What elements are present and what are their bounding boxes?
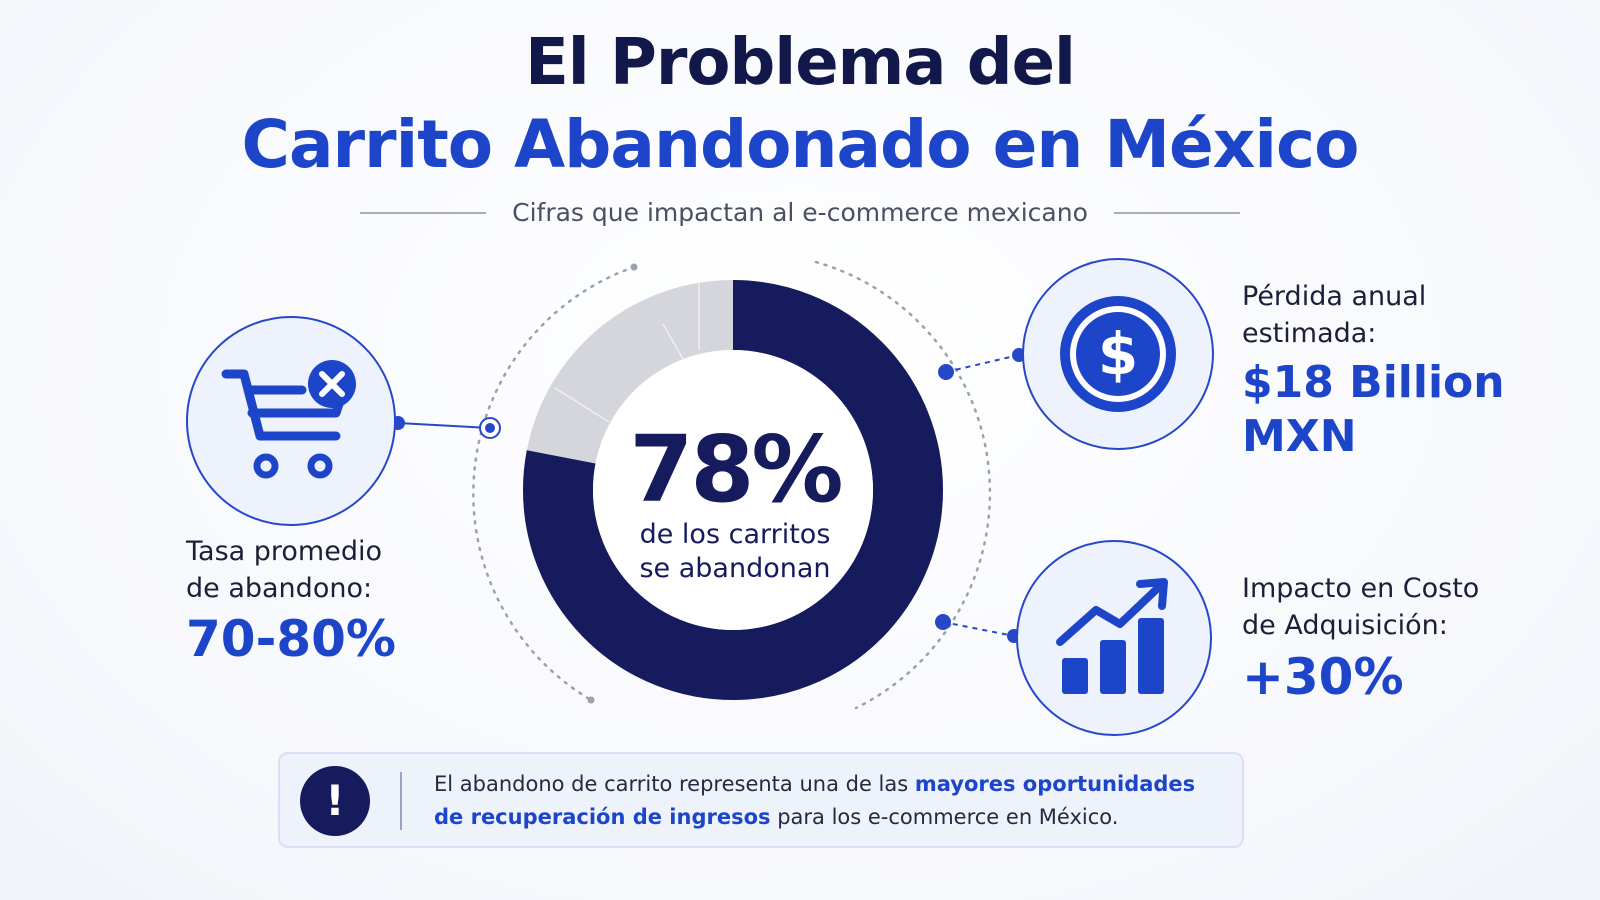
right-top-stat-label: Pérdida anual estimada: (1242, 278, 1426, 352)
dollar-coin-icon: $ (1060, 296, 1176, 412)
subtitle-row: Cifras que impactan al e-commerce mexica… (360, 198, 1240, 227)
dotted-arc-left (472, 265, 636, 702)
left-connector (397, 422, 491, 429)
callout-divider (400, 772, 402, 830)
right-top-stat-label-line-2: estimada: (1242, 318, 1377, 349)
center-caption-line-2: se abandonan (639, 553, 831, 584)
right-top-stat-label-line-1: Pérdida anual (1242, 281, 1427, 312)
left-stat-label: Tasa promedio de abandono: (186, 533, 382, 607)
donut-abandoned-segment (523, 280, 943, 700)
cart-x-icon (221, 360, 356, 479)
center-caption-line-1: de los carritos (639, 519, 831, 550)
title-line-1: El Problema del (525, 26, 1076, 100)
right-top-stat-value-line-1: $18 Billion (1242, 357, 1505, 408)
left-stat-value: 70-80% (186, 610, 397, 668)
right-top-connector (945, 354, 1020, 373)
right-bottom-stat-label-line-2: de Adquisición: (1242, 610, 1448, 641)
growth-chart-icon (1056, 578, 1168, 694)
subtitle-left-rule (360, 211, 487, 214)
callout-text-highlight: mayores oportunidades de recuperación de… (434, 772, 1196, 829)
right-bottom-stat-label-line-1: Impacto en Costo (1242, 573, 1480, 604)
callout-text-part-2: para los e-commerce en México. (770, 805, 1119, 829)
abandonment-donut (523, 280, 943, 700)
cart-circle (186, 316, 396, 526)
callout-text-part-1: El abandono de carrito representa una de… (434, 772, 915, 796)
left-stat-label-line-1: Tasa promedio (186, 536, 383, 567)
exclamation-icon: ! (300, 766, 370, 836)
growth-circle (1016, 540, 1212, 736)
center-percent: 78% (629, 416, 843, 523)
right-bottom-stat-label: Impacto en Costo de Adquisición: (1242, 570, 1479, 644)
title-line-2: Carrito Abandonado en México (241, 106, 1360, 183)
callout-text: El abandono de carrito representa una de… (434, 768, 1224, 834)
center-caption: de los carritos se abandonan (585, 518, 885, 586)
dollar-circle: $ (1022, 258, 1214, 450)
right-bottom-stat-value: +30% (1242, 648, 1404, 706)
subtitle-right-rule (1113, 211, 1240, 214)
left-stat-label-line-2: de abandono: (186, 573, 373, 604)
dotted-arc-right (814, 260, 992, 710)
right-top-stat-value: $18 Billion MXN (1242, 356, 1505, 464)
subtitle: Cifras que impactan al e-commerce mexica… (512, 198, 1088, 227)
right-top-stat-value-line-2: MXN (1242, 411, 1357, 462)
right-bottom-connector (942, 621, 1015, 637)
callout-box: ! El abandono de carrito representa una … (278, 752, 1244, 848)
svg-text:$: $ (1098, 320, 1138, 388)
